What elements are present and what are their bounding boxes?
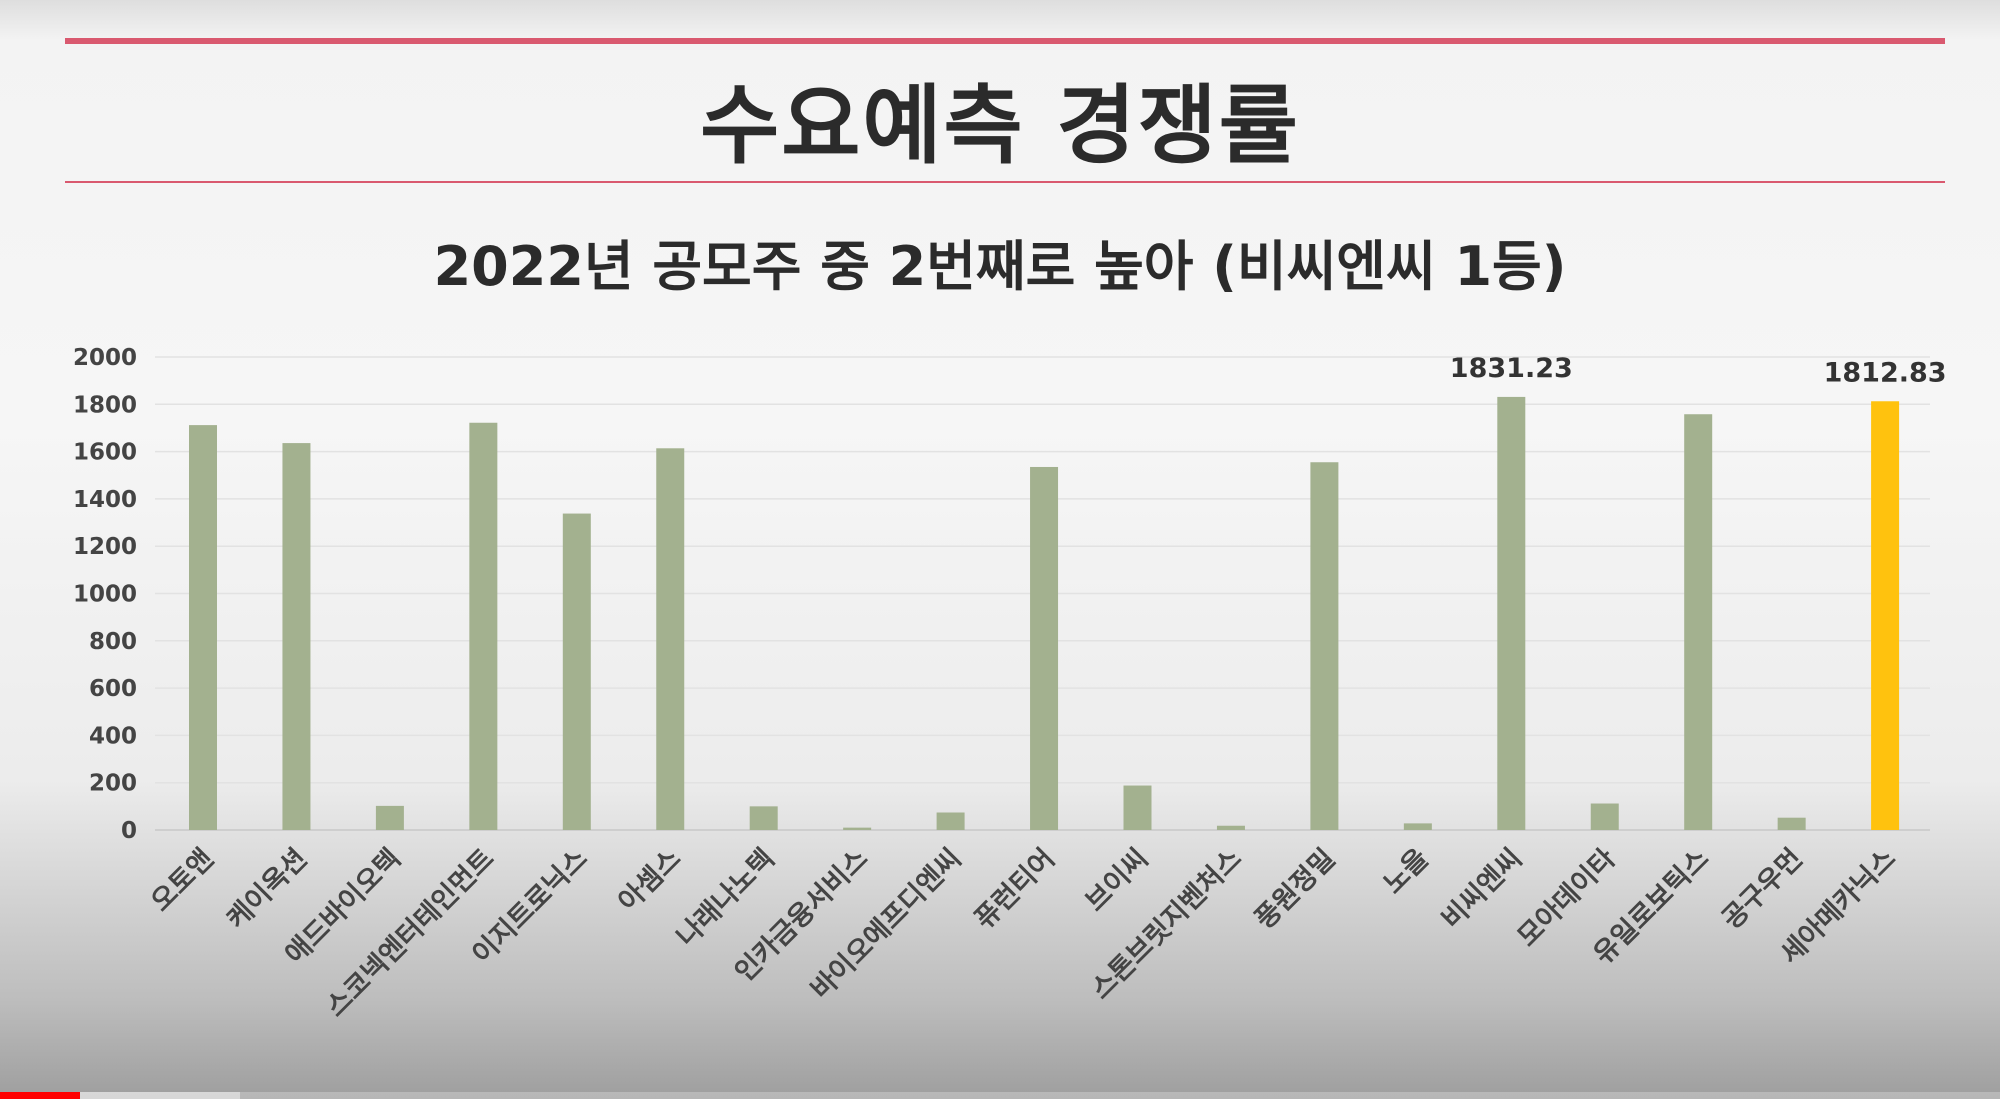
bar	[189, 425, 217, 830]
bar	[656, 448, 685, 830]
y-tick-label: 400	[89, 723, 137, 749]
x-tick-label: 오토앤	[145, 843, 220, 918]
top-accent-rule	[65, 38, 1945, 44]
video-progress-bar[interactable]	[0, 1092, 2000, 1099]
chart-subtitle: 2022년 공모주 중 2번째로 높아 (비씨엔씨 1등)	[433, 235, 1567, 298]
bar	[375, 805, 404, 830]
bar	[1310, 462, 1339, 830]
bar-chart: 0 200 400 600 800 1000 1200 1400 1600 1800 2000 오토앤…	[73, 345, 1947, 1023]
bar	[1777, 817, 1806, 830]
y-tick-label: 800	[89, 629, 137, 655]
bar	[1123, 785, 1152, 830]
bar	[1030, 466, 1059, 830]
bar	[936, 812, 965, 830]
data-label: 1812.83	[1824, 357, 1947, 388]
y-tick-label: 1200	[73, 534, 137, 560]
bar	[282, 443, 311, 830]
bar	[469, 422, 498, 830]
bar	[1497, 396, 1526, 830]
x-tick-label: 풍원정밀	[1249, 843, 1341, 935]
bar	[1216, 825, 1245, 830]
y-tick-label: 1000	[73, 582, 137, 608]
bar	[1684, 414, 1713, 830]
data-label: 1831.23	[1450, 353, 1573, 384]
bar	[562, 513, 591, 830]
video-buffered-bar	[0, 1092, 240, 1099]
y-tick-label: 1600	[73, 440, 137, 466]
bar	[843, 827, 872, 830]
title-divider	[65, 181, 1945, 183]
x-tick-label: 브이씨	[1080, 843, 1155, 918]
bar	[749, 806, 778, 830]
x-tick-label: 케이옥션	[221, 843, 313, 935]
x-tick-label: 노을	[1378, 843, 1435, 900]
y-tick-label: 0	[121, 818, 137, 844]
bar	[1871, 401, 1900, 830]
x-tick-label: 공구우먼	[1716, 843, 1808, 935]
y-tick-label: 1800	[73, 392, 137, 418]
x-tick-label: 스코넥엔터테인먼트	[320, 843, 500, 1023]
y-tick-label: 200	[89, 771, 137, 797]
y-tick-label: 1400	[73, 487, 137, 513]
x-tick-label: 비씨엔씨	[1436, 843, 1528, 935]
y-tick-label: 600	[89, 676, 137, 702]
x-tick-label: 아셈스	[613, 843, 688, 918]
y-tick-label: 2000	[73, 345, 137, 371]
bar	[1403, 823, 1432, 830]
x-tick-label: 퓨런티어	[969, 843, 1061, 935]
slide-title: 수요예측 경쟁률	[700, 76, 1300, 176]
video-played-bar	[0, 1092, 80, 1099]
bar	[1590, 803, 1619, 830]
